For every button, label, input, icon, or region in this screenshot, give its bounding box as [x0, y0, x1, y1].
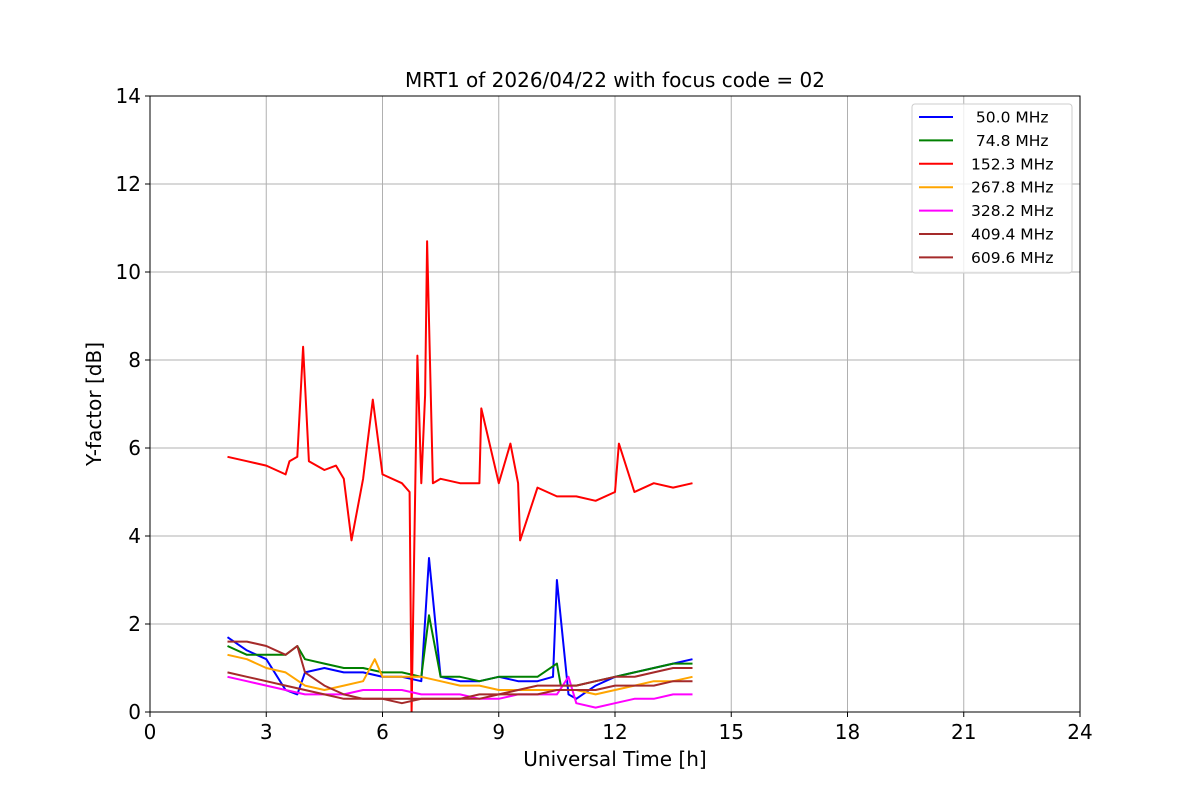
series-line-4	[227, 653, 693, 696]
legend-label-7: 609.6 MHz	[971, 249, 1053, 267]
x-tick-label: 24	[1067, 720, 1092, 744]
y-tick-label: 2	[128, 612, 141, 636]
x-tick-label: 3	[260, 720, 273, 744]
legend-label-1: 50.0 MHz	[971, 109, 1049, 127]
plot-area	[226, 240, 693, 712]
y-axis-label: Y-factor [dB]	[82, 342, 106, 467]
x-tick-label: 0	[144, 720, 157, 744]
x-axis-label: Universal Time [h]	[523, 747, 706, 771]
legend-label-3: 152.3 MHz	[971, 155, 1053, 173]
x-tick-label: 18	[835, 720, 860, 744]
y-tick-label: 10	[116, 260, 141, 284]
series-line-7	[227, 671, 693, 705]
x-tick-label: 6	[376, 720, 389, 744]
series-line-1	[226, 557, 693, 700]
x-axis: 0 3 6 9 12 15 18 21 24	[144, 712, 1093, 744]
legend-frame	[911, 103, 1073, 274]
x-tick-label: 21	[951, 720, 976, 744]
series-line-3	[227, 240, 693, 712]
legend-label-4: 267.8 MHz	[971, 179, 1053, 197]
y-tick-label: 6	[128, 436, 141, 460]
x-tick-label: 15	[719, 720, 744, 744]
y-tick-label: 4	[128, 524, 141, 548]
x-tick-label: 12	[602, 720, 627, 744]
y-axis: 0 2 4 6 8 10 12 14	[116, 84, 150, 724]
y-tick-label: 12	[116, 172, 141, 196]
x-tick-label: 9	[492, 720, 505, 744]
legend-label-5: 328.2 MHz	[971, 202, 1053, 220]
legend-label-6: 409.4 MHz	[971, 226, 1053, 244]
series-layer	[226, 240, 693, 712]
legend-label-2: 74.8 MHz	[971, 132, 1049, 150]
series-line-6	[227, 640, 693, 700]
legend: 50.0 MHz 74.8 MHz 152.3 MHz 267.8 MHz 328.2…	[911, 103, 1073, 274]
series-line-2	[227, 614, 693, 687]
y-tick-label: 8	[128, 348, 141, 372]
chart-title: MRT1 of 2026/04/22 with focus code = 02	[405, 68, 825, 92]
y-tick-label: 0	[128, 700, 141, 724]
y-tick-label: 14	[116, 84, 141, 108]
